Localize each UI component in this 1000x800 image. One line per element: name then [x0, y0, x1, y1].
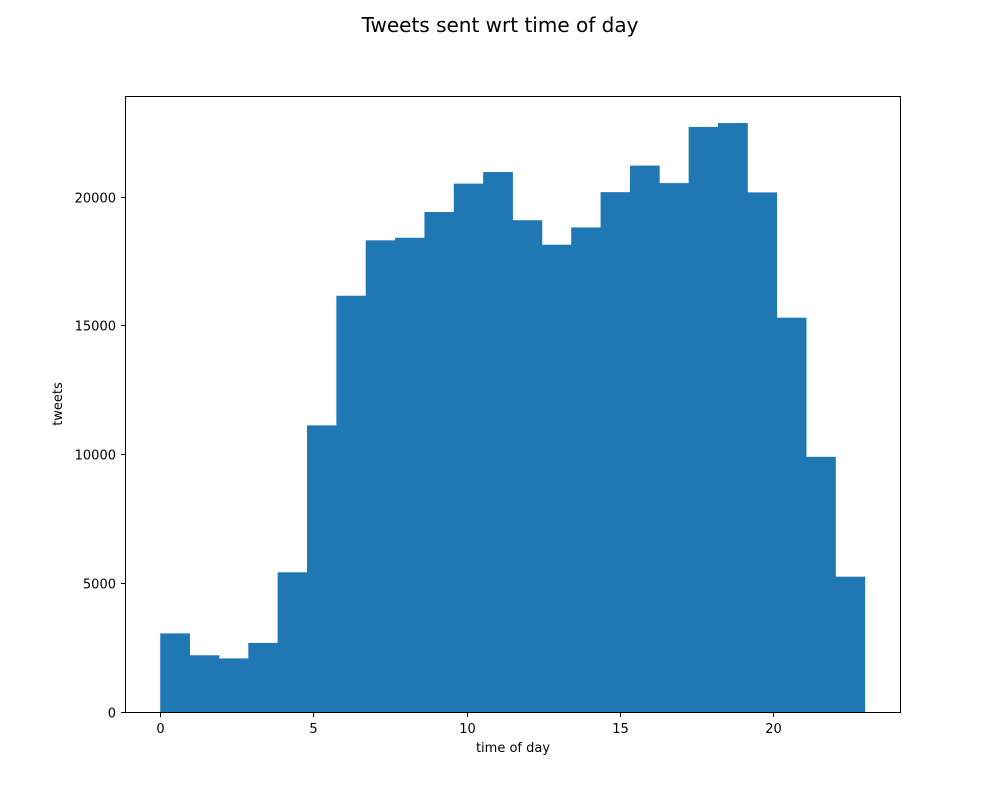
x-axis-label: time of day — [476, 741, 550, 756]
histogram-bar — [424, 211, 455, 713]
histogram-bar — [629, 165, 660, 713]
histogram-bar — [483, 172, 513, 712]
x-tick-label: 20 — [765, 722, 782, 737]
y-tick-label: 5000 — [83, 578, 116, 593]
histogram-bar — [189, 655, 220, 712]
histogram-bar — [717, 123, 748, 712]
y-tick-label: 15000 — [75, 320, 116, 335]
y-axis-ticks: 0 5000 10000 15000 20000 — [75, 192, 126, 722]
histogram-bar — [307, 425, 337, 712]
histogram-bar — [277, 572, 308, 712]
histogram-bar — [541, 244, 572, 712]
histogram-bar — [806, 456, 836, 712]
plot-frame — [125, 96, 901, 713]
y-tick-label: 20000 — [75, 192, 116, 207]
histogram-bar — [336, 295, 367, 712]
y-tick-label: 0 — [108, 707, 116, 722]
y-tick-label: 10000 — [75, 449, 116, 464]
histogram-bar — [659, 183, 690, 712]
histogram-bar — [600, 192, 631, 712]
x-tick-label: 10 — [459, 722, 476, 737]
x-tick-label: 0 — [156, 722, 164, 737]
histogram-bar — [218, 658, 249, 712]
x-tick-label: 15 — [612, 722, 629, 737]
histogram-bar — [160, 633, 190, 712]
histogram-bar — [248, 642, 279, 712]
histogram-bar — [512, 220, 543, 713]
histogram-bar — [365, 240, 396, 712]
chart-title: Tweets sent wrt time of day — [361, 13, 639, 37]
histogram-bar — [776, 317, 807, 712]
x-axis-ticks: 0 5 10 15 20 — [156, 712, 782, 737]
x-tick-label: 5 — [309, 722, 317, 737]
histogram-bar — [835, 576, 866, 712]
histogram-bar — [571, 227, 601, 712]
histogram-bar — [688, 126, 719, 713]
bars-group — [160, 123, 866, 713]
histogram-bar — [453, 183, 484, 712]
y-axis-label: tweets — [51, 382, 66, 426]
histogram-bar — [747, 192, 778, 712]
histogram-bar — [395, 237, 425, 712]
